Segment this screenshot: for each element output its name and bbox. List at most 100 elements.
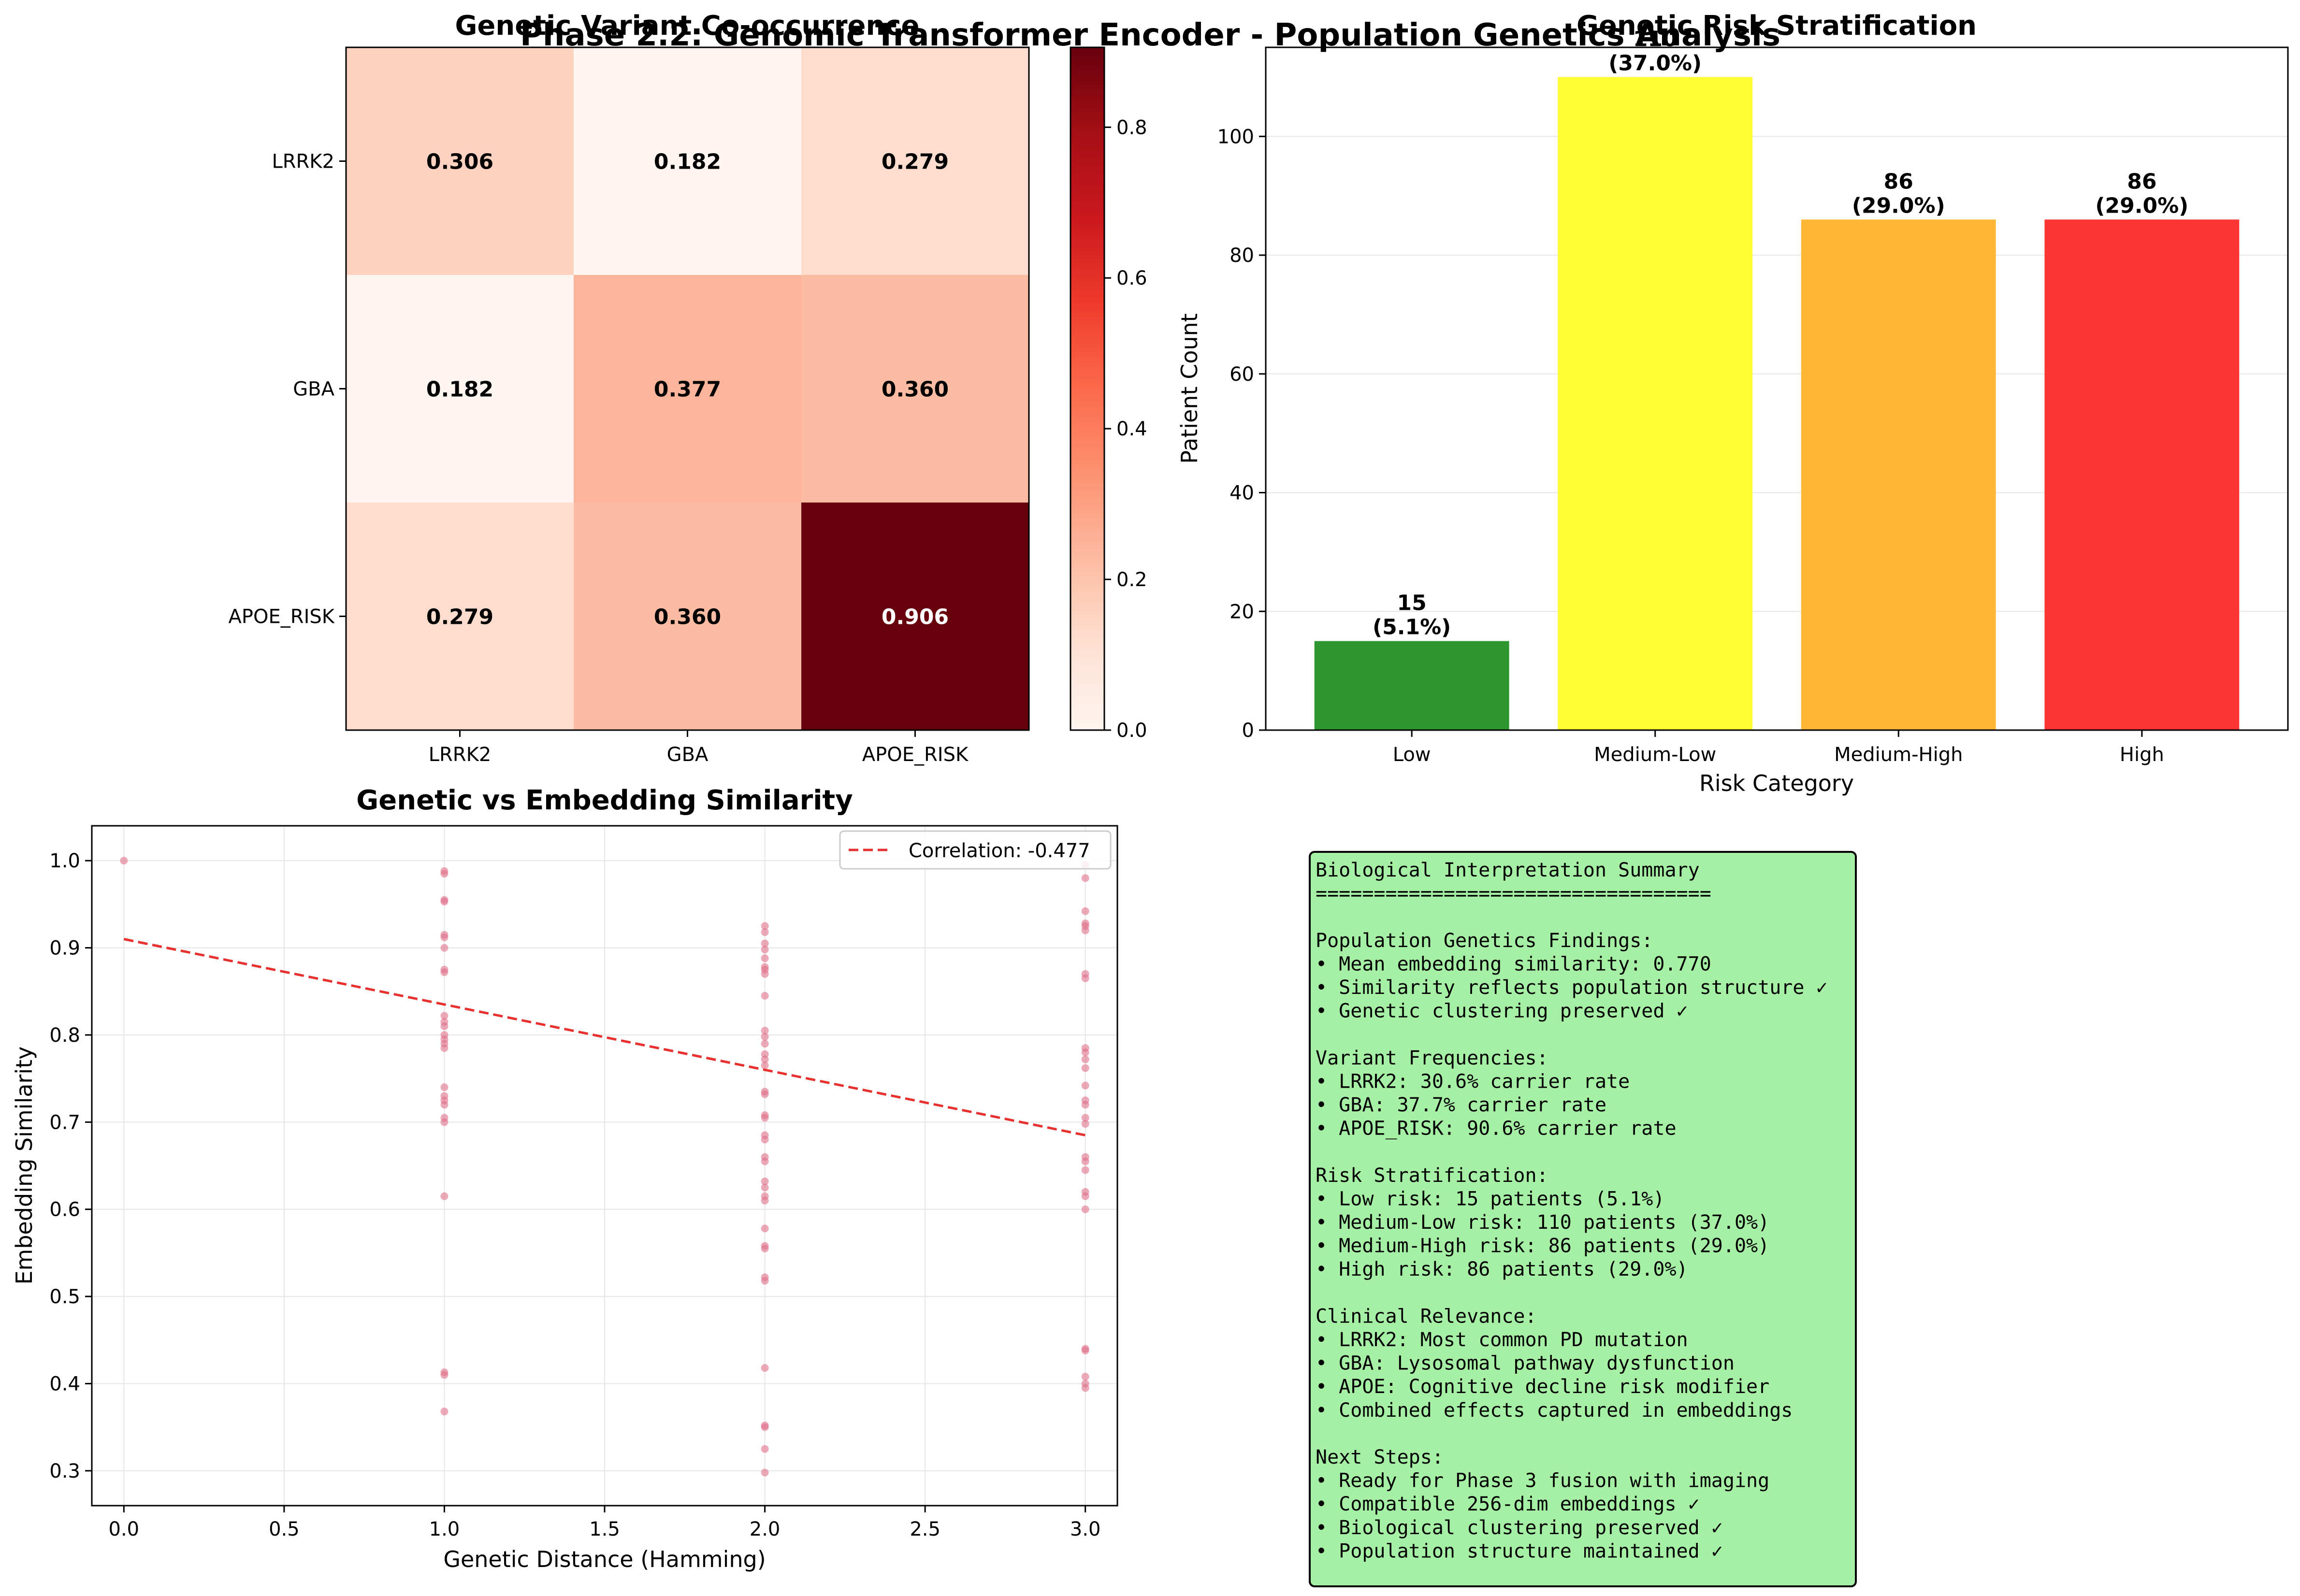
scatter-point [761,1177,769,1185]
scatter-point [120,857,128,865]
scatter-point [761,1277,769,1285]
heatmap-cell [574,47,802,275]
scatter-y-tick-label: 0.4 [49,1373,80,1395]
bar-title: Genetic Risk Stratification [1577,10,1977,42]
summary-line: • GBA: 37.7% carrier rate [1316,1094,1606,1116]
scatter-point [761,1468,769,1477]
bar-x-ticks: Low Medium-Low Medium-High High [1393,730,2164,766]
scatter-title: Genetic vs Embedding Similarity [356,785,853,816]
bar-percent-label: (29.0%) [2095,193,2188,218]
scatter-x-tick-label: 0.0 [109,1518,140,1540]
summary-line: • GBA: Lysosomal pathway dysfunction [1316,1352,1735,1375]
colorbar-ticks: 0.0 0.2 0.4 0.6 0.8 [1104,116,1147,742]
heatmap-y-ticks: LRRK2 GBA APOE_RISK [229,151,346,628]
scatter-point [761,954,769,963]
scatter-point [1081,1055,1089,1064]
scatter-y-tick-label: 0.3 [49,1460,80,1482]
summary-line: • Combined effects captured in embedding… [1316,1399,1793,1422]
summary-line: Population Genetics Findings: [1316,930,1653,952]
summary-line: Variant Frequencies: [1316,1047,1548,1069]
scatter-point [440,1118,448,1126]
scatter-y-tick-label: 0.9 [49,937,80,960]
bar-y-tick-label: 0 [1242,719,1254,742]
trend-line [123,938,1086,1136]
summary-line: • APOE_RISK: 90.6% carrier rate [1316,1118,1677,1140]
scatter-point [440,1101,448,1109]
scatter-point [1081,1081,1089,1090]
scatter-point [761,939,769,948]
summary-line: • APOE: Cognitive decline risk modifier [1316,1376,1769,1398]
scatter-x-label: Genetic Distance (Hamming) [443,1546,766,1572]
heatmap-cell [801,503,1029,731]
scatter-point [1081,1114,1089,1122]
scatter-x-tick-label: 2.5 [910,1518,940,1540]
scatter-point [761,970,769,978]
heatmap-y-tick-label: LRRK2 [272,151,334,173]
summary-line: • Biological clustering preserved ✓ [1316,1517,1723,1539]
bar-y-tick-label: 60 [1230,363,1254,386]
scatter-x-tick-label: 1.5 [589,1518,620,1540]
summary-line: • Similarity reflects population structu… [1316,977,1828,999]
scatter-legend: Correlation: -0.477 [839,830,1112,870]
heatmap-cell [346,275,574,503]
scatter-point [440,1408,448,1416]
scatter-point [1081,974,1089,982]
bar-percent-label: (37.0%) [1608,51,1702,75]
scatter-point [761,1136,769,1144]
bar-x-tick-label: Medium-High [1834,744,1963,766]
bar-y-label: Patient Count [1176,313,1202,463]
scatter-x-tick-label: 1.0 [429,1518,460,1540]
bar-x-label: Risk Category [1699,770,1854,796]
summary-box-background [1309,851,1857,1587]
scatter-point [761,1183,769,1192]
heatmap-cell-label: 0.306 [426,150,493,174]
summary-text: Biological Interpretation Summary=======… [1316,859,1828,1562]
scatter-point [440,1192,448,1200]
heatmap-x-ticks: LRRK2 GBA APOE_RISK [429,730,969,766]
scatter-point [1081,1120,1089,1128]
scatter-point [1081,1205,1089,1213]
scatter-x-tick-label: 3.0 [1070,1518,1101,1540]
bar-bars: 15(5.1%)110(37.0%)86(29.0%)86(29.0%) [1314,27,2240,730]
heatmap-x-tick-label: GBA [667,744,709,766]
scatter-x-ticks: 0.0 0.5 1.0 1.5 2.0 2.5 3.0 [109,1506,1101,1540]
bar-x-tick-label: Low [1393,744,1431,766]
scatter-point [440,897,448,906]
summary-line: • Compatible 256-dim embeddings ✓ [1316,1493,1700,1515]
heatmap-y-tick-label: GBA [293,378,334,401]
bar-panel: 15(5.1%)110(37.0%)86(29.0%)86(29.0%) 0 20… [1176,10,2289,796]
heatmap-cell-label: 0.279 [882,150,949,174]
scatter-point [1081,874,1089,882]
bar [1558,77,1753,730]
scatter-point [761,1033,769,1041]
scatter-point [761,1224,769,1233]
heatmap-cell-label: 0.182 [654,150,721,174]
heatmap-x-tick-label: LRRK2 [429,744,492,766]
scatter-point [440,1371,448,1379]
scatter-point [761,1026,769,1035]
scatter-x-tick-label: 2.0 [750,1518,781,1540]
summary-line: • Mean embedding similarity: 0.770 [1316,953,1711,975]
summary-line: • Ready for Phase 3 fusion with imaging [1316,1470,1769,1492]
bar [2044,219,2240,730]
scatter-point [761,1423,769,1431]
scatter-point [761,922,769,930]
legend-box [839,830,1112,870]
scatter-point [440,1022,448,1030]
bar-y-tick-label: 20 [1230,601,1254,623]
summary-line: • Genetic clustering preserved ✓ [1316,1000,1688,1022]
scatter-point [761,946,769,954]
scatter-point [1081,1064,1089,1072]
heatmap-cell [574,275,802,503]
heatmap-y-tick-label: APOE_RISK [229,606,335,628]
heatmap-cell-label: 0.182 [426,377,493,402]
summary-line: ================================== [1316,883,1711,905]
scatter-panel: 0.0 0.5 1.0 1.5 2.0 2.5 3.0 0.3 0.4 0.5 0.6 0.7 0.8… [11,785,1118,1572]
summary-box: Biological Interpretation Summary=======… [1309,851,1857,1587]
scatter-point [1081,907,1089,915]
colorbar-tick-label: 0.4 [1116,418,1147,440]
bar-x-tick-label: High [2120,744,2164,766]
bar-x-tick-label: Medium-Low [1594,744,1716,766]
bar-percent-label: (5.1%) [1373,615,1451,640]
